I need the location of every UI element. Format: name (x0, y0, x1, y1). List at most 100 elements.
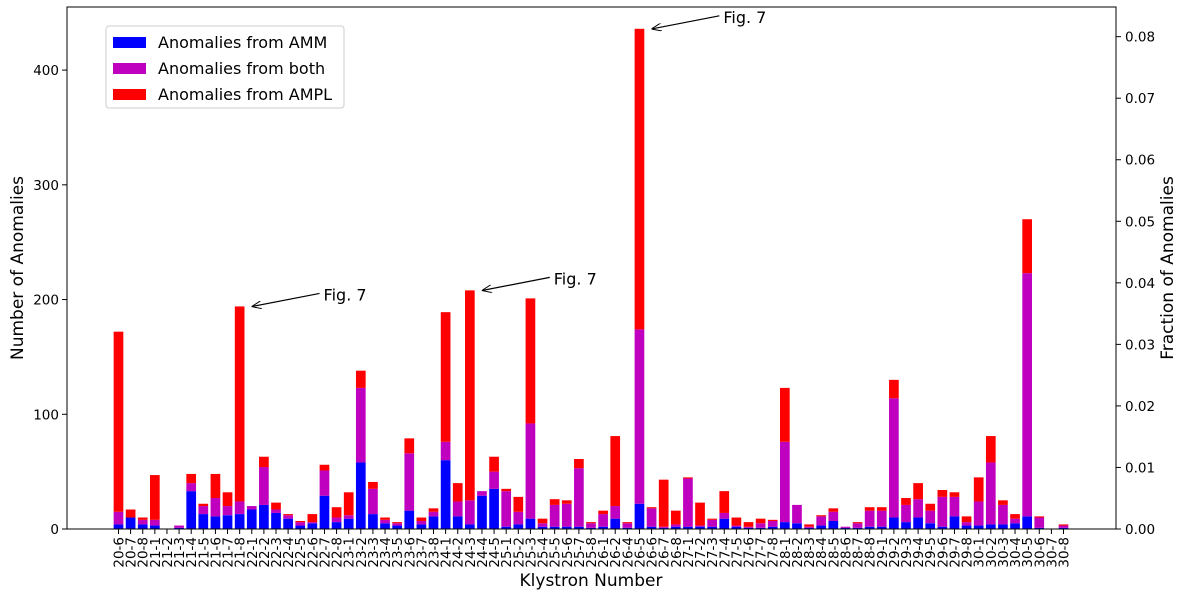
bar-anomalies-from-ampl-30-3 (998, 500, 1008, 505)
bar-anomalies-from-amm-27-4 (719, 518, 730, 529)
x-tick-label-26-2: 26-2 (608, 537, 624, 568)
x-tick-label-30-3: 30-3 (996, 537, 1012, 568)
bar-anomalies-from-ampl-28-5 (828, 508, 839, 512)
bar-anomalies-from-both-25-4 (537, 523, 548, 527)
bar-anomalies-from-ampl-30-1 (973, 477, 984, 502)
x-tick-label-26-8: 26-8 (669, 537, 685, 568)
x-tick-label-24-2: 24-2 (451, 537, 467, 568)
bar-anomalies-from-ampl-23-4 (380, 517, 390, 520)
y-tick-label-400: 400 (33, 63, 59, 79)
bar-anomalies-from-amm-22-2 (259, 504, 269, 529)
bar-anomalies-from-amm-30-4 (1010, 523, 1020, 529)
bar-anomalies-from-ampl-21-6 (210, 473, 221, 499)
bar-anomalies-from-amm-30-3 (998, 524, 1008, 529)
x-tick-label-23-4: 23-4 (378, 537, 394, 568)
bar-anomalies-from-ampl-25-1 (501, 488, 512, 492)
x-tick-label-21-3: 21-3 (172, 537, 188, 568)
bar-anomalies-from-ampl-20-8 (137, 517, 148, 520)
x-tick-label-25-6: 25-6 (560, 537, 576, 568)
bar-anomalies-from-ampl-25-5 (549, 499, 560, 505)
bar-anomalies-from-ampl-29-1 (876, 507, 887, 511)
bar-anomalies-from-both-28-6 (840, 526, 851, 528)
bar-anomalies-from-amm-25-1 (501, 526, 512, 529)
bar-anomalies-from-ampl-29-5 (925, 503, 936, 511)
x-axis-title: Klystron Number (520, 571, 663, 590)
bar-anomalies-from-ampl-22-2 (259, 456, 269, 468)
legend-swatch-amm (113, 37, 146, 48)
x-tick-label-21-6: 21-6 (208, 537, 224, 568)
x-tick-label-22-1: 22-1 (245, 537, 261, 568)
bar-anomalies-from-both-29-4 (913, 499, 923, 518)
bar-anomalies-from-amm-24-5 (489, 488, 499, 529)
bar-anomalies-from-amm-23-5 (392, 525, 402, 529)
bar-anomalies-from-both-28-8 (864, 510, 875, 527)
bar-anomalies-from-amm-21-7 (222, 515, 233, 529)
bar-anomalies-from-both-27-8 (767, 520, 778, 527)
bar-anomalies-from-ampl-25-4 (537, 518, 548, 524)
x-tick-label-25-2: 25-2 (511, 537, 527, 568)
x-tick-label-25-3: 25-3 (523, 537, 539, 568)
bar-anomalies-from-both-22-2 (259, 467, 269, 505)
x-tick-label-29-1: 29-1 (875, 537, 891, 568)
bar-anomalies-from-both-30-8 (1058, 525, 1069, 528)
bar-anomalies-from-both-22-1 (246, 506, 257, 510)
x-tick-label-22-8: 22-8 (330, 537, 346, 568)
bar-anomalies-from-ampl-26-2 (610, 436, 621, 507)
x-tick-label-28-6: 28-6 (838, 537, 854, 568)
bar-anomalies-from-amm-22-1 (246, 509, 257, 529)
bar-anomalies-from-both-27-1 (683, 478, 693, 527)
bar-anomalies-from-ampl-29-3 (901, 498, 911, 505)
legend-label-both: Anomalies from both (158, 59, 325, 78)
bar-anomalies-from-ampl-24-5 (489, 456, 499, 472)
bar-anomalies-from-amm-20-7 (125, 517, 136, 529)
bar-anomalies-from-ampl-26-1 (598, 510, 608, 515)
x-tick-label-29-8: 29-8 (960, 537, 976, 568)
right-y-axis: 0.00 0.01 0.02 0.03 0.04 0.05 0.06 0.07 0.08 (1116, 30, 1155, 538)
bar-anomalies-from-amm-26-2 (610, 518, 621, 529)
bar-anomalies-from-amm-23-4 (380, 523, 390, 529)
bars-layer (113, 28, 1069, 529)
bar-anomalies-from-both-26-4 (622, 523, 633, 528)
bar-anomalies-from-amm-23-8 (428, 516, 439, 529)
x-tick-label-30-6: 30-6 (1032, 537, 1048, 568)
bar-anomalies-from-both-29-1 (876, 510, 887, 527)
bar-anomalies-from-ampl-27-1 (683, 477, 693, 479)
bar-anomalies-from-amm-26-1 (598, 526, 608, 529)
x-tick-label-25-8: 25-8 (584, 537, 600, 568)
legend-label-ampl: Anomalies from AMPL (158, 85, 332, 104)
bar-anomalies-from-amm-24-4 (477, 495, 487, 529)
legend-label-amm: Anomalies from AMM (158, 33, 327, 52)
bar-anomalies-from-ampl-21-8 (234, 306, 245, 502)
bar-anomalies-from-ampl-27-5 (731, 517, 742, 526)
x-tick-label-21-1: 21-1 (148, 537, 164, 568)
bar-anomalies-from-amm-29-7 (949, 516, 960, 529)
x-tick-label-29-7: 29-7 (947, 537, 963, 568)
x-tick-label-28-5: 28-5 (826, 537, 842, 568)
legend-frame (105, 25, 345, 109)
bar-anomalies-from-both-25-6 (561, 503, 572, 527)
bar-anomalies-from-amm-25-5 (549, 526, 560, 529)
x-tick-label-30-1: 30-1 (972, 537, 988, 568)
bar-anomalies-from-ampl-24-3 (465, 290, 475, 501)
bar-anomalies-from-ampl-25-2 (513, 496, 524, 512)
y2-axis-title: Fraction of Anomalies (1158, 176, 1178, 360)
annotation-label-1: Fig. 7 (324, 285, 367, 304)
x-tick-label-28-2: 28-2 (790, 537, 806, 568)
bar-anomalies-from-both-27-4 (719, 512, 730, 519)
bar-anomalies-from-amm-28-2 (792, 523, 802, 529)
bar-anomalies-from-both-27-3 (707, 519, 717, 527)
x-tick-label-24-3: 24-3 (463, 537, 479, 568)
bar-anomalies-from-both-30-2 (985, 462, 996, 525)
bar-anomalies-from-amm-29-5 (925, 523, 936, 529)
bar-anomalies-from-ampl-23-6 (404, 438, 415, 454)
y-tick-label-100: 100 (33, 407, 59, 423)
y2-tick-label-0.06: 0.06 (1125, 153, 1155, 169)
bar-anomalies-from-both-29-7 (949, 496, 960, 517)
left-y-axis: 0 100 200 300 400 (33, 63, 67, 538)
bar-anomalies-from-both-30-4 (1010, 518, 1020, 524)
bar-anomalies-from-both-23-3 (368, 488, 378, 515)
bar-anomalies-from-ampl-21-4 (186, 473, 197, 484)
bar-anomalies-from-ampl-23-1 (343, 492, 354, 516)
bar-anomalies-from-ampl-26-5 (634, 28, 645, 330)
